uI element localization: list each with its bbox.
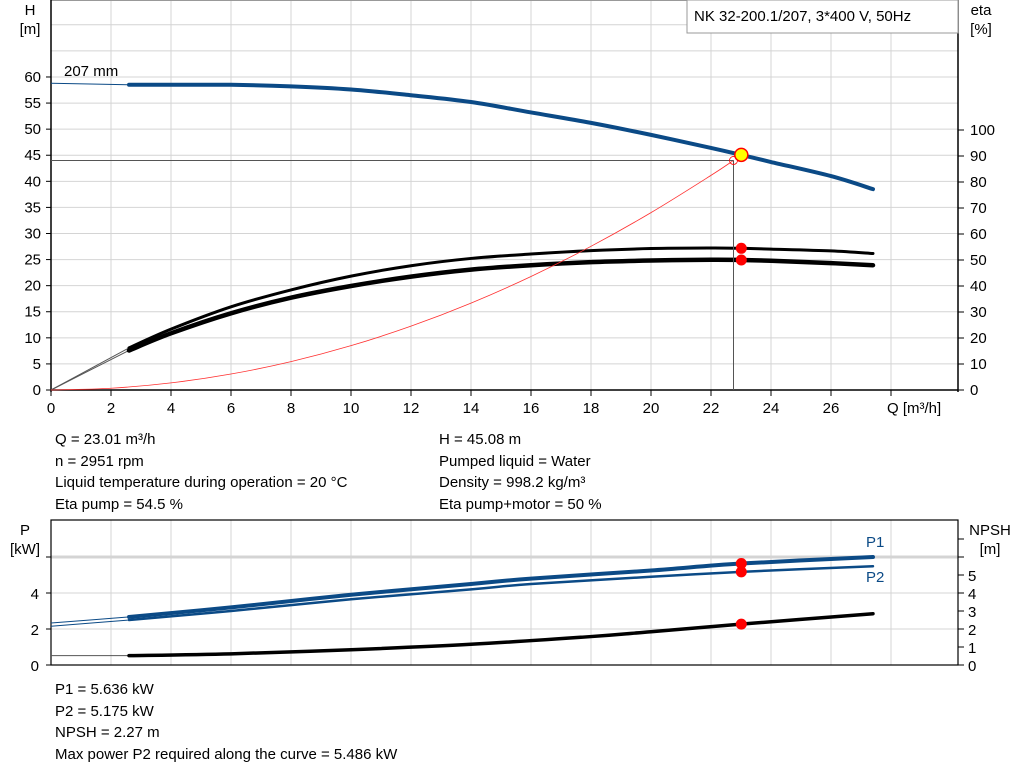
y-left-tick-label: 2 — [31, 622, 39, 639]
eta-pump-motor-curve — [126, 257, 876, 353]
y-right-label-top: eta — [971, 2, 993, 19]
y-left-tick-label: 35 — [24, 199, 41, 216]
duty-point-marker — [734, 147, 749, 163]
y-left-tick-label: 25 — [24, 252, 41, 269]
info-top-left: Q = 23.01 m³/h n = 2951 rpm Liquid tempe… — [55, 429, 347, 516]
x-tick-label: 0 — [47, 400, 55, 417]
x-tick-label: 6 — [227, 400, 235, 417]
y-right-tick-label: 40 — [970, 278, 987, 295]
y-left-tick-label: 10 — [24, 330, 41, 347]
y-left-tick-label: 0 — [31, 658, 39, 675]
x-tick-label: 24 — [763, 400, 780, 417]
x-tick-label: 8 — [287, 400, 295, 417]
info-max-p2: Max power P2 required along the curve = … — [55, 746, 398, 764]
chart-marks — [50, 82, 876, 658]
p1-marker — [735, 558, 747, 570]
y-right-unit-top: [%] — [970, 21, 992, 38]
y-left-tick-label: 4 — [31, 586, 39, 603]
eta-pump-motor-extension-line — [50, 350, 130, 391]
info-speed: n = 2951 rpm — [55, 452, 144, 470]
y-left-tick-label: 50 — [24, 121, 41, 138]
y-right-tick-label: 60 — [970, 226, 987, 243]
info-p1: P1 = 5.636 kW — [55, 681, 154, 698]
info-liquid-temp: Liquid temperature during operation = 20… — [55, 474, 348, 492]
tick-labels: 0 2 4 6 8 10 12 14 16 18 20 22 24 2605101520253035404… — [24, 69, 995, 675]
y-right-tick-label: 1 — [968, 640, 976, 657]
system-curve-curve — [50, 160, 734, 391]
top-grid — [46, 0, 964, 396]
y-right-tick-label: 100 — [970, 122, 995, 139]
info-eta-pump-motor: Eta pump+motor = 50 % — [439, 496, 602, 514]
y-left-tick-label: 45 — [24, 147, 41, 164]
npsh-marker — [735, 618, 747, 630]
bottom-grid — [46, 519, 964, 666]
eta-pump-marker — [735, 242, 747, 254]
y-right-tick-label: 20 — [970, 330, 987, 347]
y-right-tick-label: 4 — [968, 586, 976, 603]
y-left-tick-label: 30 — [24, 225, 41, 242]
title-box — [686, 0, 959, 34]
head-extension-line — [50, 82, 130, 86]
y-left-unit-bottom: [kW] — [10, 541, 40, 558]
y-right-tick-label: 70 — [970, 200, 987, 217]
y-right-tick-label: 90 — [970, 148, 987, 165]
p2-marker — [735, 566, 747, 578]
p2-legend-label: P2 — [866, 569, 884, 586]
y-right-label-bottom: NPSH — [969, 522, 1011, 539]
info-npsh: NPSH = 2.27 m — [55, 724, 160, 742]
y-right-tick-label: 0 — [970, 382, 978, 399]
x-tick-label: 20 — [643, 400, 660, 417]
y-right-tick-label: 30 — [970, 304, 987, 321]
info-top-right: H = 45.08 m Pumped liquid = Water Densit… — [439, 429, 602, 516]
eta-pump-curve — [127, 246, 875, 350]
x-tick-label: 2 — [107, 400, 115, 417]
y-right-tick-label: 2 — [968, 622, 976, 639]
y-left-tick-label: 40 — [24, 173, 41, 190]
y-right-tick-label: 0 — [968, 658, 976, 675]
y-right-tick-label: 80 — [970, 174, 987, 191]
y-right-tick-label: 50 — [970, 252, 987, 269]
y-left-tick-label: 15 — [24, 304, 41, 321]
info-head: H = 45.08 m — [439, 431, 522, 448]
y-right-tick-label: 5 — [968, 568, 976, 585]
eta-pump-motor-marker — [735, 254, 747, 266]
y-left-tick-label: 20 — [24, 278, 41, 295]
y-left-label-bottom: P — [20, 522, 30, 539]
y-left-tick-label: 55 — [24, 95, 41, 112]
info-density: Density = 998.2 kg/m³ — [439, 474, 586, 492]
chart-title: NK 32-200.1/207, 3*400 V, 50Hz — [694, 8, 911, 25]
impeller-label: 207 mm — [64, 63, 118, 80]
y-right-tick-label: 3 — [968, 604, 976, 621]
y-left-tick-label: 60 — [24, 69, 41, 86]
x-tick-label: 10 — [343, 400, 360, 417]
x-tick-label: 4 — [167, 400, 175, 417]
x-tick-label: 22 — [703, 400, 720, 417]
y-left-unit-top: [m] — [20, 21, 41, 38]
p1-legend-label: P1 — [866, 534, 884, 551]
info-p2: P2 = 5.175 kW — [55, 702, 154, 720]
info-bottom: P1 = 5.636 kW P2 = 5.175 kW NPSH = 2.27 … — [55, 679, 397, 766]
x-axis-label: Q [m³/h] — [887, 400, 941, 417]
info-eta-pump: Eta pump = 54.5 % — [55, 496, 183, 514]
npsh-curve — [127, 611, 875, 658]
x-tick-label: 18 — [583, 400, 600, 417]
p1-extension-line — [50, 616, 130, 624]
p2-extension-line — [50, 619, 130, 627]
x-tick-label: 26 — [823, 400, 840, 417]
info-pumped-liquid: Pumped liquid = Water — [439, 452, 591, 470]
x-tick-label: 14 — [463, 400, 480, 417]
x-tick-label: 12 — [403, 400, 420, 417]
info-flow: Q = 23.01 m³/h — [55, 431, 156, 448]
head-curve — [127, 82, 875, 192]
y-left-tick-label: 5 — [33, 356, 41, 373]
x-tick-label: 16 — [523, 400, 540, 417]
y-right-unit-bottom: [m] — [980, 541, 1001, 558]
y-left-label-top: H — [25, 2, 36, 19]
y-right-tick-label: 10 — [970, 356, 987, 373]
y-left-tick-label: 0 — [33, 382, 41, 399]
